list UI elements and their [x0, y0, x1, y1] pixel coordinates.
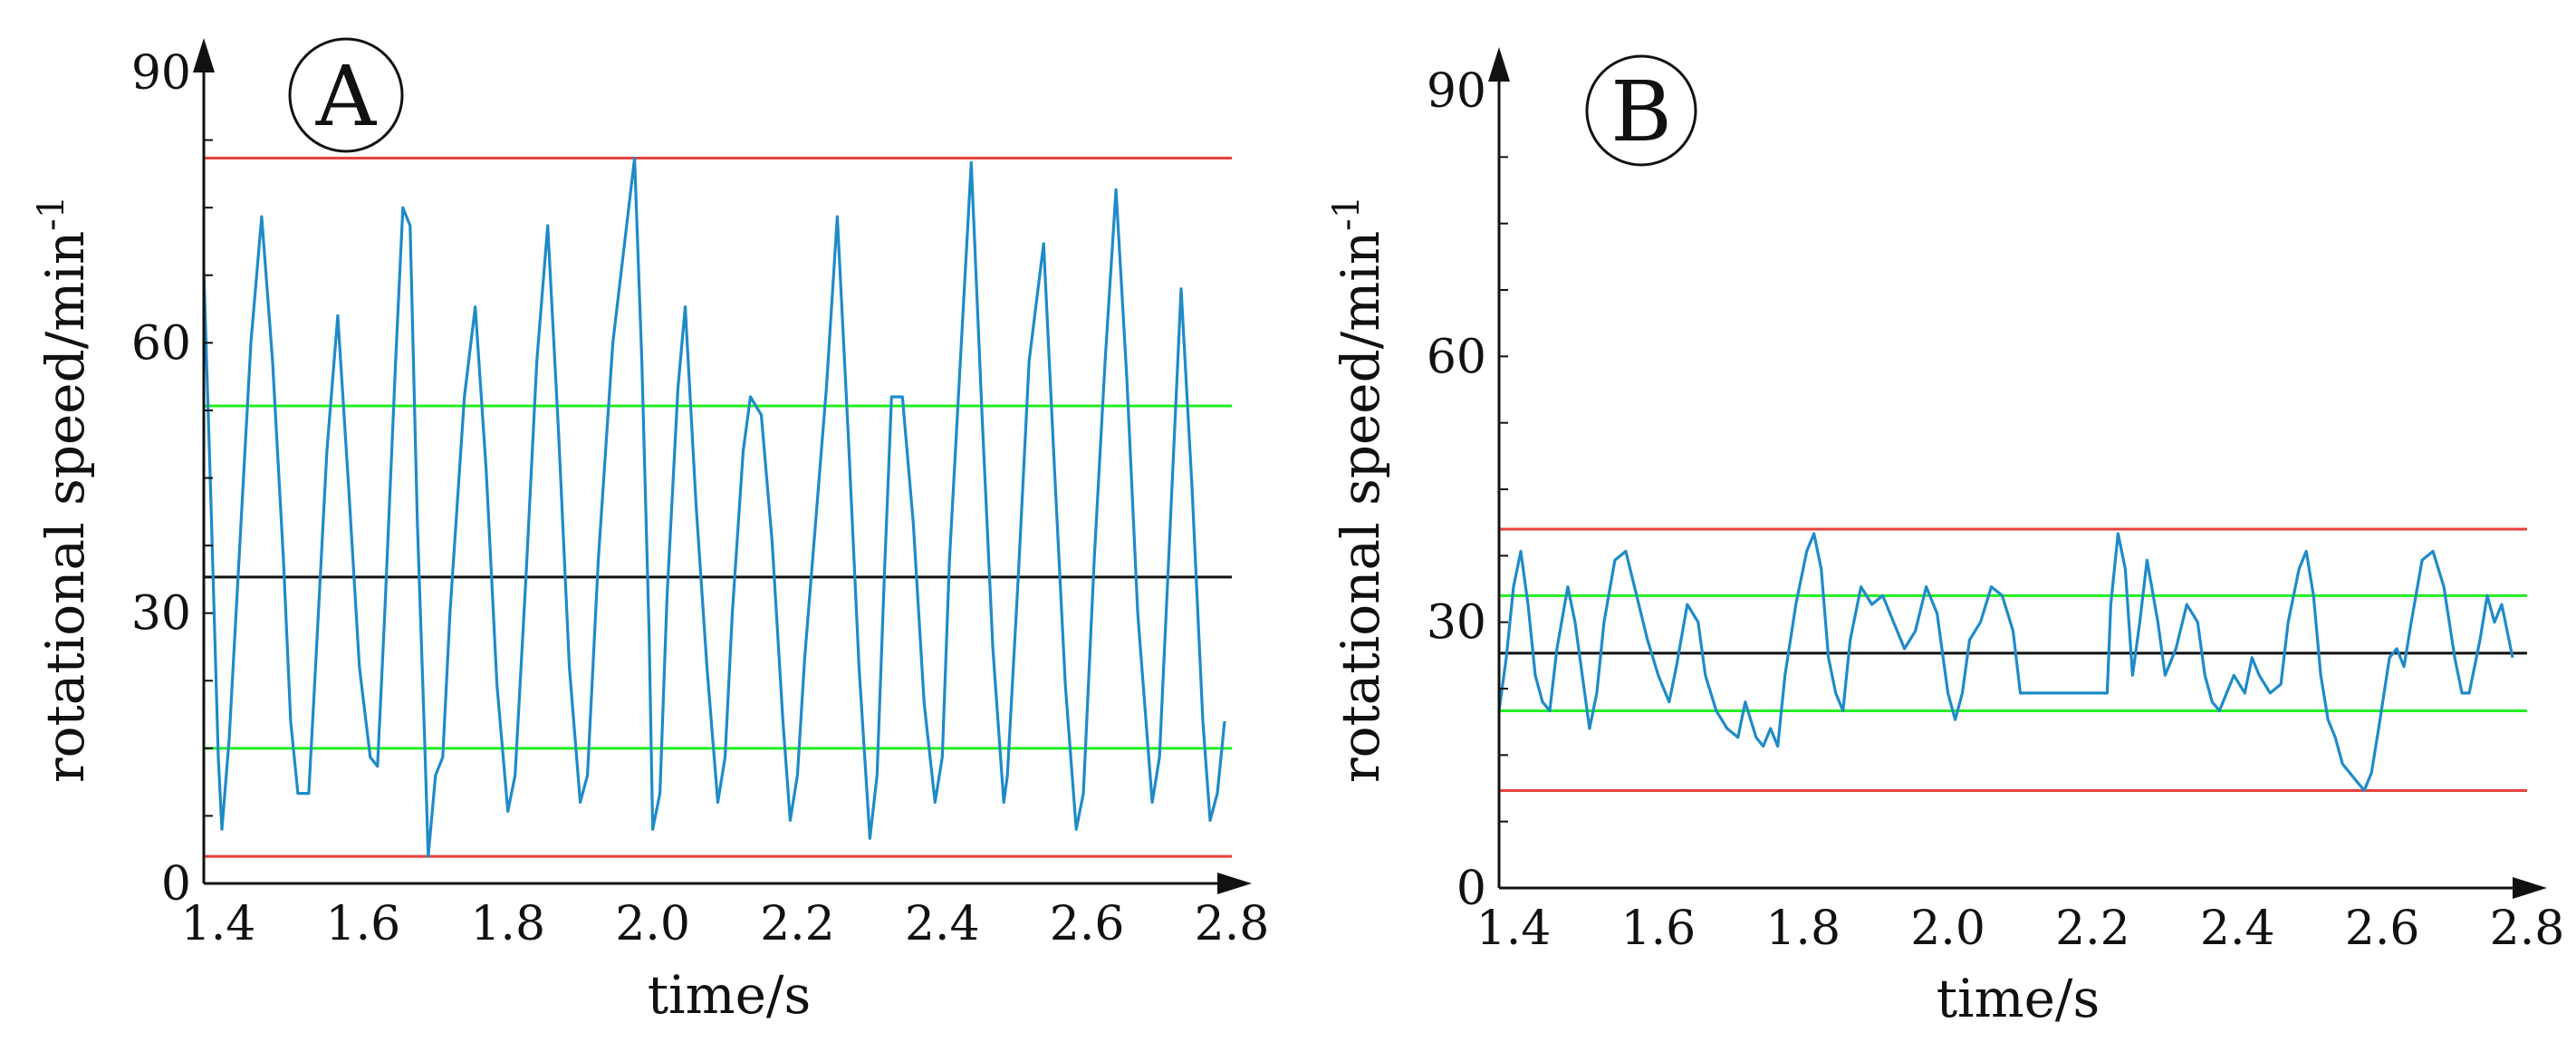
x-axis-label: time/s: [1937, 968, 2100, 1029]
series-line: [202, 156, 1226, 858]
y-tick-label: 60: [1427, 330, 1486, 384]
reference-lines: [1499, 527, 2527, 792]
y-tick-label: 90: [1427, 64, 1486, 119]
y-tick-label: 60: [131, 316, 191, 371]
x-tick-labels: 1.4 1.6 1.8 2.0 2.2 2.4 2.6 2.8: [1476, 902, 2565, 956]
y-axis-label-exponent: -1: [1326, 196, 1368, 231]
x-tick-label: 2.2: [760, 897, 835, 951]
series-line: [1497, 532, 2514, 792]
y-tick-label: 30: [131, 587, 191, 642]
x-tick-label: 1.6: [1620, 902, 1696, 956]
reference-lines: [204, 156, 1232, 858]
x-tick-label: 2.2: [2055, 902, 2130, 956]
y-axis-label: rotational speed/min-1: [31, 196, 96, 783]
x-tick-label: 2.6: [2345, 902, 2420, 956]
y-axis-arrow: [193, 38, 215, 72]
y-axis-label: rotational speed/min-1: [1326, 196, 1391, 783]
x-axis-label: time/s: [648, 964, 812, 1026]
y-minor-ticks: [204, 139, 213, 817]
y-tick-label: 90: [131, 46, 191, 101]
x-tick-label: 1.4: [181, 897, 256, 951]
x-tick-label: 2.0: [615, 897, 690, 951]
y-tick-label: 0: [161, 857, 191, 912]
y-tick-label: 0: [1456, 862, 1486, 916]
x-axis-arrow: [2513, 877, 2547, 899]
y-minor-ticks: [1499, 156, 1508, 823]
y-axis-label-exponent: -1: [31, 196, 72, 231]
x-axis-arrow: [1217, 873, 1252, 894]
x-tick-label: 1.6: [325, 897, 400, 951]
x-tick-label: 2.8: [1195, 897, 1270, 951]
x-tick-labels: 1.4 1.6 1.8 2.0 2.2 2.4 2.6 2.8: [181, 897, 1270, 951]
panel-badge-label: B: [1610, 63, 1672, 160]
y-tick-labels: 0 30 60 90: [131, 46, 191, 912]
x-tick-label: 2.6: [1050, 897, 1125, 951]
panel-badge-label: A: [315, 48, 378, 145]
x-tick-label: 1.4: [1476, 902, 1552, 956]
x-tick-label: 2.0: [1910, 902, 1985, 956]
x-tick-label: 2.4: [905, 897, 980, 951]
x-tick-label: 1.8: [470, 897, 545, 951]
y-axis-arrow: [1488, 47, 1510, 82]
panel-badge-circle: [1585, 54, 1697, 167]
x-tick-label: 2.8: [2490, 902, 2565, 956]
panel-badge-circle: [288, 37, 404, 153]
y-tick-labels: 0 30 60 90: [1427, 64, 1486, 916]
x-tick-label: 2.4: [2200, 902, 2275, 956]
y-tick-label: 30: [1427, 596, 1486, 651]
x-tick-label: 1.8: [1765, 902, 1841, 956]
